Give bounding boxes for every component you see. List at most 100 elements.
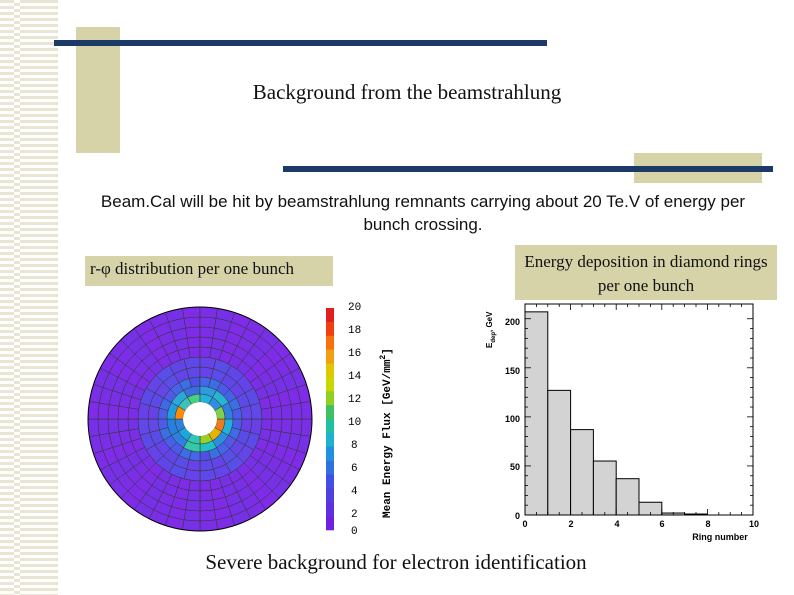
label-energy-deposition: Energy deposition in diamond rings per o…: [515, 245, 777, 300]
colorbar-tick: 14: [348, 371, 362, 383]
detector-cell: [199, 489, 214, 502]
colorbar-segment: [326, 460, 334, 475]
detector-cell: [127, 407, 140, 420]
histogram-x-tick: 6: [659, 519, 664, 529]
colorbar-segment: [326, 321, 334, 337]
detector-cell: [186, 336, 201, 349]
colorbar-tick: 10: [348, 417, 361, 429]
detector-cell: [183, 509, 201, 522]
detector-cell: [199, 459, 214, 472]
histogram-bar: [547, 389, 572, 516]
detector-cell: [183, 316, 201, 329]
histogram-y-tick: 100: [505, 414, 520, 424]
colorbar-axis-label: Mean Energy Flux [GeV/mm2]: [379, 348, 394, 518]
detector-cell: [199, 326, 215, 339]
histogram-x-tick: 0: [522, 519, 527, 529]
detector-cell: [300, 401, 313, 420]
colorbar-segment: [326, 363, 334, 378]
ring-energy-histogram: 200 150 100 50 0 0 2 4 6 8 10 Ring numbe…: [485, 303, 759, 542]
detector-cell: [87, 401, 100, 420]
decorative-stripe-bar: [0, 0, 58, 595]
detector-cell: [270, 405, 283, 420]
colorbar-tick: 18: [348, 325, 361, 337]
detector-cell: [300, 418, 313, 437]
detector-cell: [87, 418, 100, 437]
detector-cell: [188, 479, 201, 492]
detector-cell: [260, 418, 273, 431]
colorbar-tick: 0: [351, 526, 358, 538]
detector-cell: [107, 404, 120, 420]
colorbar-segment: [326, 391, 334, 406]
detector-cell: [199, 509, 217, 522]
decorative-beige-block-top: [76, 27, 120, 153]
detector-cell: [186, 489, 201, 502]
detector-cell: [186, 366, 201, 379]
histogram-x-tick: 10: [749, 519, 759, 529]
histogram-y-tick: 50: [510, 462, 520, 472]
colorbar-segment: [326, 335, 334, 350]
colorbar-segment: [326, 419, 334, 434]
footer-text: Severe background for electron identific…: [205, 550, 587, 574]
detector-cell: [199, 306, 218, 319]
detector-cell: [290, 418, 303, 436]
histogram-bar: [615, 478, 640, 516]
detector-cell: [260, 407, 273, 420]
detector-cell: [199, 499, 215, 512]
colorbar-segment: [326, 432, 334, 448]
colorbar-segment: [326, 502, 334, 517]
detector-cell: [199, 316, 217, 329]
colorbar-tick: 2: [351, 509, 358, 521]
histogram-x-axis-label: Ring number: [692, 532, 748, 542]
decorative-navy-line-top: [54, 40, 547, 46]
label-r-phi-distribution: r-φ distribution per one bunch: [85, 256, 333, 286]
detector-cell: [240, 405, 253, 420]
detector-cell: [107, 418, 120, 434]
colorbar-tick: 16: [348, 348, 361, 360]
detector-cell: [97, 418, 110, 436]
colorbar-segment: [326, 516, 334, 531]
histogram-y-axis-label: Edep, GeV: [485, 311, 497, 348]
histogram-x-tick: 8: [705, 519, 710, 529]
detector-cell: [199, 336, 214, 349]
detector-cell: [117, 405, 130, 420]
histogram-bar: [592, 460, 617, 516]
histogram-y-tick: 150: [505, 366, 520, 376]
detector-cell: [199, 346, 212, 359]
detector-cell: [182, 306, 201, 319]
detector-cell: [280, 404, 293, 420]
colorbar-tick: 4: [351, 486, 358, 498]
histogram-bar: [570, 429, 594, 516]
detector-cell: [185, 326, 201, 339]
energy-flux-colorbar: 20 18 16 14 12 10 8 6 4 2 0 Mean Energy …: [326, 302, 394, 538]
detector-cell: [280, 418, 293, 434]
slide-title: Background from the beamstrahlung: [252, 80, 562, 104]
detector-cell: [188, 346, 201, 359]
histogram-y-tick: 0: [515, 511, 520, 521]
histogram-y-tick: 200: [505, 317, 520, 327]
colorbar-tick: 20: [348, 302, 361, 314]
detector-cell: [97, 402, 110, 420]
colorbar-segment: [326, 349, 334, 364]
detector-cell: [127, 418, 140, 431]
colorbar-segment: [326, 377, 334, 392]
detector-cell: [182, 519, 201, 532]
histogram-x-tick: 4: [614, 519, 619, 529]
colorbar-tick: 6: [351, 463, 358, 475]
intro-text: Beam.Cal will be hit by beamstrahlung re…: [100, 192, 746, 234]
detector-cell: [117, 418, 130, 433]
colorbar-segment: [326, 308, 334, 323]
colorbar-segment: [326, 446, 334, 461]
histogram-bar: [524, 311, 549, 516]
detector-cell: [199, 519, 218, 532]
r-phi-distribution-map: [87, 306, 313, 532]
colorbar-segment: [326, 405, 334, 420]
detector-cell: [185, 499, 201, 512]
detector-cell: [199, 479, 212, 492]
colorbar-segment: [326, 488, 334, 503]
detector-cell: [290, 402, 303, 420]
colorbar-tick: 8: [351, 440, 358, 452]
detector-cell: [147, 418, 160, 433]
decorative-navy-line-mid: [283, 166, 773, 172]
colorbar-tick: 12: [348, 394, 361, 406]
histogram-x-tick: 2: [568, 519, 573, 529]
